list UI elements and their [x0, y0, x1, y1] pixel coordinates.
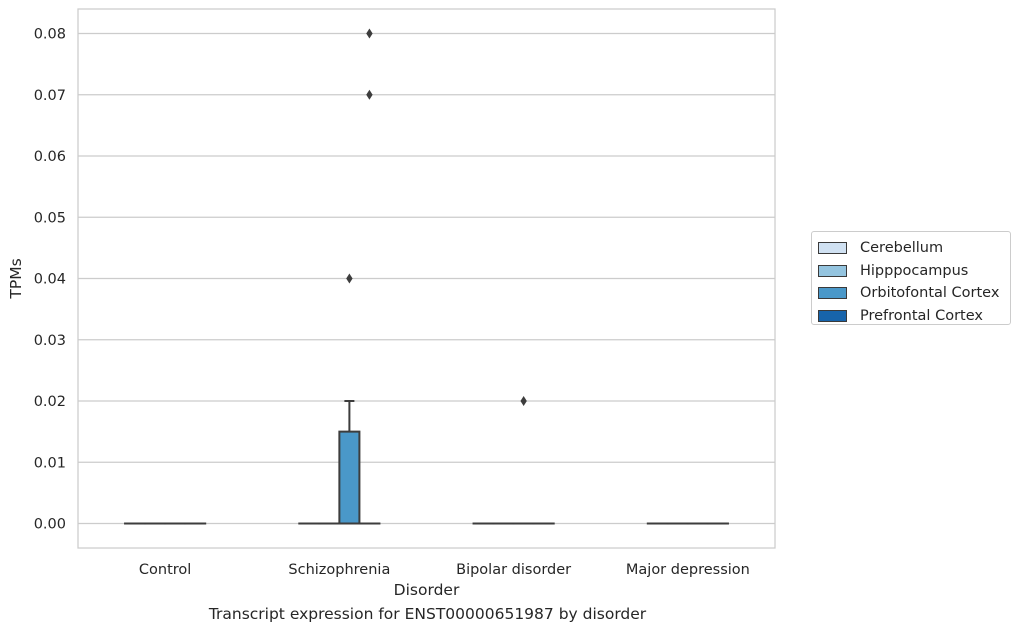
legend-swatch: [818, 242, 847, 255]
y-tick-labels: 0.00 0.01 0.02 0.03 0.04 0.05 0.06 0.07 0.08: [34, 27, 66, 533]
legend-label: Orbitofontal Cortex: [860, 285, 1000, 302]
outlier-point: [366, 28, 373, 39]
y-tick-label: 0.00: [34, 517, 66, 533]
x-tick-label: Major depression: [626, 562, 750, 578]
box: [338, 430, 361, 525]
chart-title: Transcript expression for ENST0000065198…: [208, 605, 647, 623]
legend-swatch: [818, 309, 847, 322]
y-tick-label: 0.02: [34, 394, 66, 410]
outlier-point: [520, 396, 527, 406]
legend-swatch: [818, 287, 847, 300]
plot-frame: [77, 8, 776, 549]
x-tick-labels: Control Schizophrenia Bipolar disorder Majo…: [139, 562, 750, 578]
outlier-point: [346, 273, 353, 284]
outlier-point: [366, 89, 373, 100]
legend-swatch: [818, 264, 847, 277]
grid-lines: [78, 32, 775, 525]
legend-label: Prefrontal Cortex: [860, 307, 983, 324]
legend-item: Prefrontal Cortex: [818, 305, 1010, 328]
legend-item: Hipppocampus: [818, 260, 1010, 283]
x-tick-label: Bipolar disorder: [456, 562, 571, 578]
legend-item: Orbitofontal Cortex: [818, 282, 1010, 305]
y-tick-label: 0.06: [34, 149, 66, 165]
y-tick-label: 0.08: [34, 27, 66, 43]
y-tick-label: 0.07: [34, 88, 66, 104]
x-tick-label: Control: [139, 562, 191, 578]
x-axis-label: Disorder: [394, 581, 460, 599]
y-tick-label: 0.05: [34, 210, 66, 226]
y-tick-label: 0.04: [34, 272, 66, 288]
box-series: [124, 28, 729, 525]
legend-item: Cerebellum: [818, 237, 1010, 260]
legend: Cerebellum Hipppocampus Orbitofontal Corte…: [811, 231, 1011, 325]
y-axis-label: TPMs: [7, 258, 25, 299]
legend-label: Cerebellum: [860, 240, 944, 257]
y-tick-label: 0.03: [34, 333, 66, 349]
x-tick-label: Schizophrenia: [288, 562, 390, 578]
legend-label: Hipppocampus: [860, 262, 969, 279]
y-tick-label: 0.01: [34, 455, 66, 471]
